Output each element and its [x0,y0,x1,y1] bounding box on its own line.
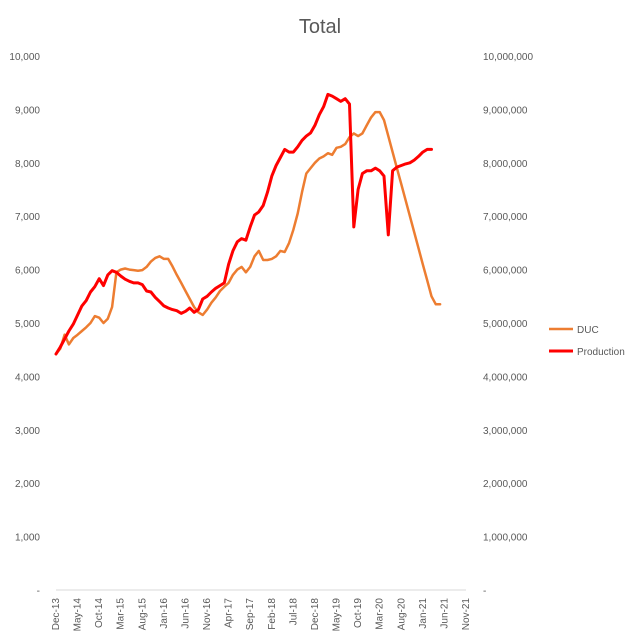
x-tick-label: Mar-20 [375,598,386,630]
x-tick-label: May-19 [332,598,343,632]
y-right-tick-label: 2,000,000 [483,479,528,490]
x-tick-label: Nov-16 [202,598,213,631]
y-left-tick-label: 6,000 [15,266,40,277]
y-left-tick-label: 4,000 [15,372,40,383]
y-right-tick-label: 3,000,000 [483,426,528,437]
x-tick-label: Feb-18 [267,598,278,630]
legend: DUC Production [549,325,625,358]
x-tick-label: Aug-20 [396,598,407,631]
y-axis-right: - 1,000,000 2,000,000 3,000,000 4,000,000 5,0… [483,52,533,597]
legend-label-production: Production [577,347,625,358]
x-tick-label: Nov-21 [461,598,472,631]
y-left-tick-label: 8,000 [15,159,40,170]
x-tick-label: Jan-21 [418,598,429,629]
series-line-duc [54,110,442,356]
y-left-tick-label: 10,000 [9,52,40,63]
y-right-tick-label: 8,000,000 [483,159,528,170]
x-tick-label: Sep-17 [245,598,256,631]
legend-label-duc: DUC [577,325,599,336]
y-left-tick-label: 2,000 [15,479,40,490]
y-right-tick-label: 1,000,000 [483,533,528,544]
y-left-tick-label: 7,000 [15,212,40,223]
y-left-tick-label: 3,000 [15,426,40,437]
x-tick-label: Jan-16 [159,598,170,629]
plot-area [54,92,442,356]
chart-title: Total [299,16,341,38]
y-left-tick-label: - [37,586,40,597]
x-tick-label: Jul-18 [288,598,299,626]
y-right-tick-label: 4,000,000 [483,372,528,383]
y-axis-left: - 1,000 2,000 3,000 4,000 5,000 6,000 7,000 8,00… [9,52,40,597]
x-tick-label: Apr-17 [224,598,235,628]
y-left-tick-label: 1,000 [15,533,40,544]
x-axis: Dec-13 May-14 Oct-14 Mar-15 Aug-15 Jan-16 Jun-… [51,598,472,632]
y-right-tick-label: 9,000,000 [483,105,528,116]
y-right-tick-label: 6,000,000 [483,266,528,277]
y-right-tick-label: 7,000,000 [483,212,528,223]
x-tick-label: Oct-19 [353,598,364,628]
y-right-tick-label: - [483,586,486,597]
y-left-tick-label: 9,000 [15,105,40,116]
series-line-production [54,92,433,356]
x-tick-label: Dec-13 [51,598,62,631]
x-tick-label: Aug-15 [137,598,148,631]
y-right-tick-label: 5,000,000 [483,319,528,330]
y-left-tick-label: 5,000 [15,319,40,330]
x-tick-label: Oct-14 [94,598,105,628]
x-tick-label: Dec-18 [310,598,321,631]
x-tick-label: Jun-16 [180,598,191,629]
y-right-tick-label: 10,000,000 [483,52,533,63]
x-tick-label: May-14 [73,598,84,632]
x-tick-label: Jun-21 [439,598,450,629]
x-tick-label: Mar-15 [116,598,127,630]
